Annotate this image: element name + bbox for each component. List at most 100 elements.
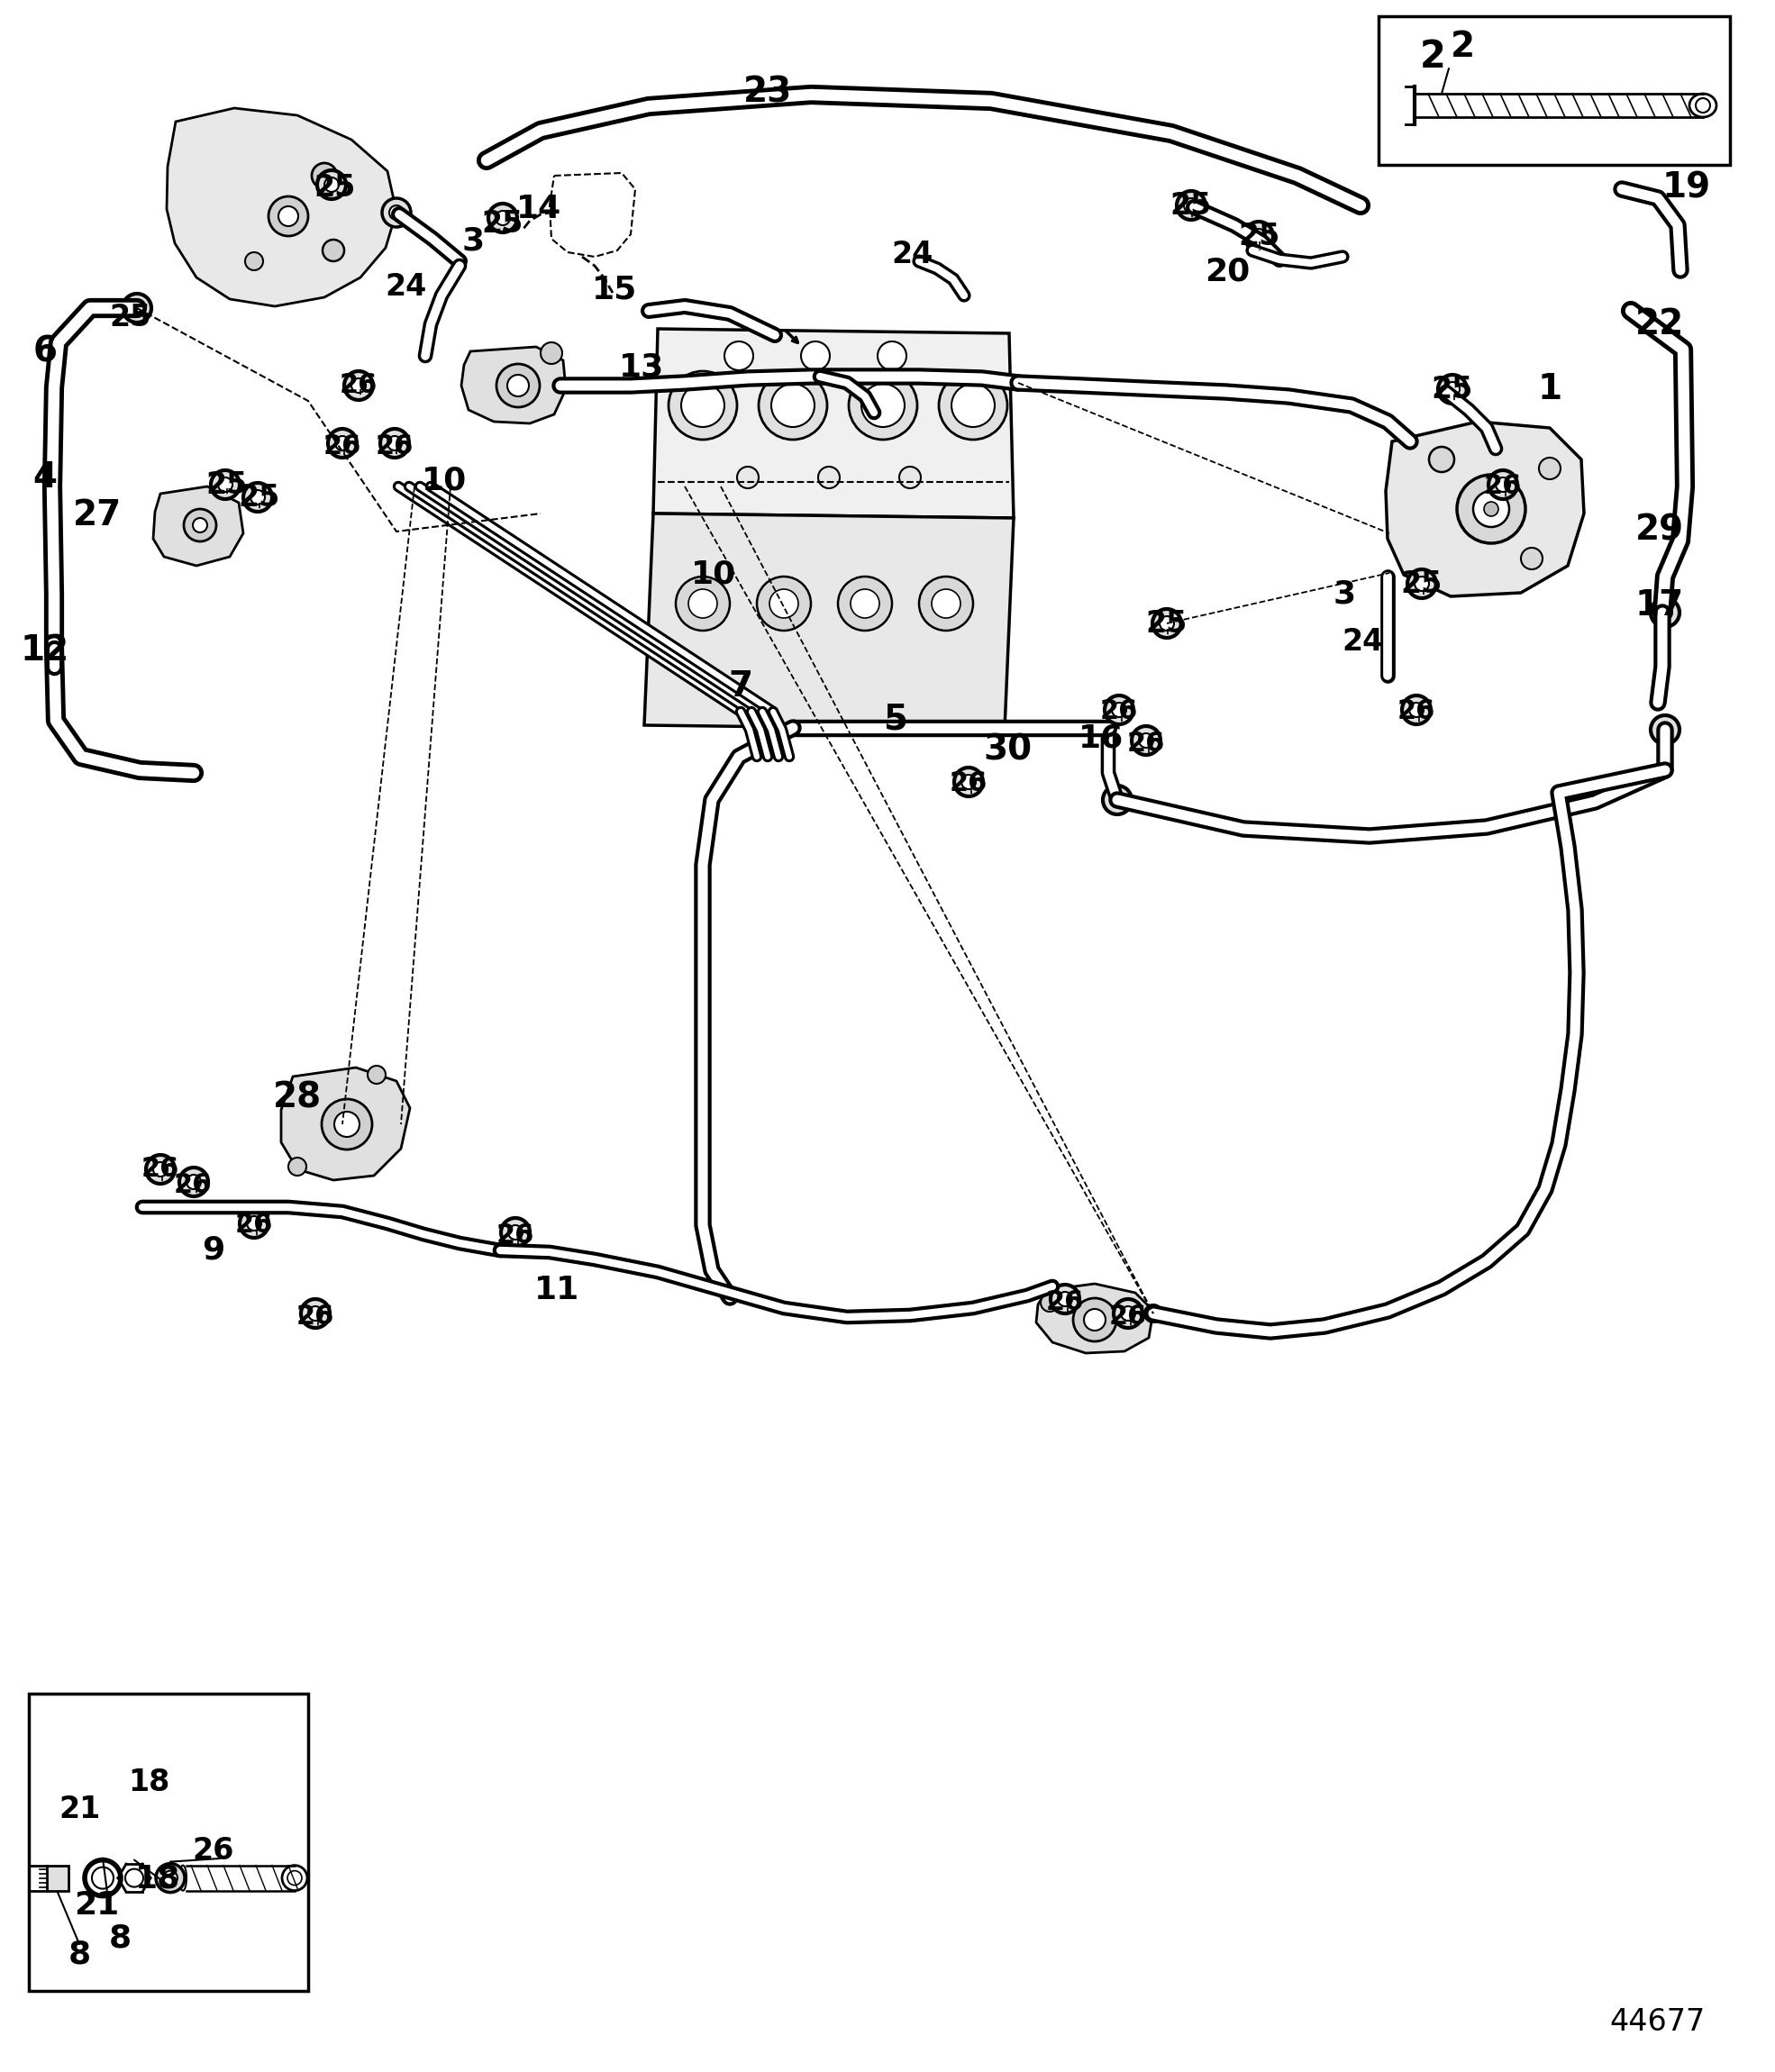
Circle shape	[1496, 477, 1511, 491]
Bar	[46, 1865, 69, 1890]
Circle shape	[1445, 381, 1459, 396]
Circle shape	[1177, 191, 1205, 220]
Text: 25: 25	[314, 172, 357, 203]
Polygon shape	[462, 346, 566, 423]
Circle shape	[382, 199, 410, 228]
Circle shape	[682, 383, 724, 427]
Ellipse shape	[1695, 97, 1709, 112]
Circle shape	[1244, 222, 1273, 251]
Circle shape	[1085, 1310, 1106, 1330]
Polygon shape	[653, 329, 1014, 518]
Circle shape	[848, 371, 918, 439]
Circle shape	[380, 429, 408, 458]
Circle shape	[1489, 470, 1518, 499]
Text: 13: 13	[619, 352, 664, 383]
Text: 16: 16	[1079, 723, 1124, 754]
Text: 25: 25	[481, 209, 524, 238]
Circle shape	[1457, 474, 1525, 543]
Circle shape	[919, 576, 973, 630]
Text: 26: 26	[142, 1156, 179, 1183]
Circle shape	[1109, 794, 1125, 808]
Text: 26: 26	[1484, 472, 1521, 499]
Circle shape	[211, 470, 240, 499]
Text: 12: 12	[21, 634, 69, 667]
Circle shape	[279, 207, 298, 226]
Circle shape	[367, 1065, 385, 1084]
Circle shape	[387, 435, 401, 450]
Circle shape	[268, 197, 309, 236]
Circle shape	[218, 477, 233, 491]
Circle shape	[508, 1225, 522, 1239]
Circle shape	[1159, 615, 1173, 630]
Text: 25: 25	[1170, 191, 1212, 220]
Circle shape	[1415, 576, 1429, 591]
Text: 18: 18	[135, 1863, 181, 1894]
Text: 26: 26	[1045, 1289, 1085, 1316]
Text: 15: 15	[591, 276, 637, 305]
Text: 27: 27	[73, 497, 122, 533]
Circle shape	[156, 1863, 185, 1892]
Circle shape	[669, 371, 737, 439]
Circle shape	[508, 375, 529, 396]
Text: 24: 24	[891, 238, 932, 269]
Circle shape	[334, 1113, 360, 1138]
Circle shape	[900, 466, 921, 489]
Circle shape	[126, 1869, 144, 1888]
Text: 3: 3	[462, 226, 485, 257]
Circle shape	[1402, 696, 1431, 725]
Text: 26: 26	[1397, 698, 1436, 725]
Text: 26: 26	[296, 1303, 334, 1330]
Circle shape	[1113, 1299, 1143, 1328]
Polygon shape	[1037, 1285, 1154, 1353]
Circle shape	[488, 203, 517, 232]
Circle shape	[724, 342, 753, 371]
Circle shape	[951, 383, 994, 427]
Text: 7: 7	[728, 669, 753, 704]
Text: 21: 21	[75, 1890, 119, 1921]
Text: 22: 22	[1635, 307, 1684, 342]
Circle shape	[1438, 375, 1466, 404]
Circle shape	[243, 483, 272, 512]
Text: 26: 26	[1109, 1303, 1147, 1330]
Ellipse shape	[1690, 93, 1716, 118]
Circle shape	[312, 164, 337, 189]
Circle shape	[1409, 702, 1424, 717]
Circle shape	[318, 170, 346, 199]
Circle shape	[1145, 1305, 1163, 1322]
Circle shape	[676, 576, 730, 630]
Circle shape	[328, 429, 357, 458]
Circle shape	[877, 342, 907, 371]
Text: 4: 4	[34, 460, 57, 495]
Circle shape	[309, 1305, 323, 1320]
Circle shape	[288, 1158, 307, 1175]
Text: 25: 25	[1239, 222, 1280, 251]
Circle shape	[955, 767, 983, 796]
Circle shape	[1152, 609, 1180, 638]
Circle shape	[1651, 715, 1679, 744]
Circle shape	[818, 466, 840, 489]
Circle shape	[146, 1154, 174, 1183]
Circle shape	[92, 1867, 114, 1890]
Text: 25: 25	[1432, 375, 1473, 404]
Ellipse shape	[282, 1865, 307, 1890]
Circle shape	[1040, 1293, 1058, 1312]
Text: 24: 24	[385, 271, 426, 300]
Bar	[28, 1693, 309, 1991]
Circle shape	[240, 1208, 268, 1237]
Circle shape	[85, 1861, 121, 1896]
Circle shape	[1074, 1299, 1116, 1341]
Circle shape	[179, 1167, 208, 1196]
Circle shape	[186, 1175, 201, 1189]
Text: 8: 8	[108, 1923, 131, 1954]
Text: 11: 11	[534, 1274, 579, 1305]
Text: 19: 19	[1663, 170, 1711, 205]
Circle shape	[247, 1216, 261, 1231]
Circle shape	[756, 576, 811, 630]
Circle shape	[325, 178, 339, 193]
Circle shape	[1484, 501, 1498, 516]
Circle shape	[1539, 458, 1560, 479]
Circle shape	[1120, 1305, 1136, 1320]
Circle shape	[1658, 605, 1672, 620]
Circle shape	[389, 205, 403, 220]
Circle shape	[344, 371, 373, 400]
